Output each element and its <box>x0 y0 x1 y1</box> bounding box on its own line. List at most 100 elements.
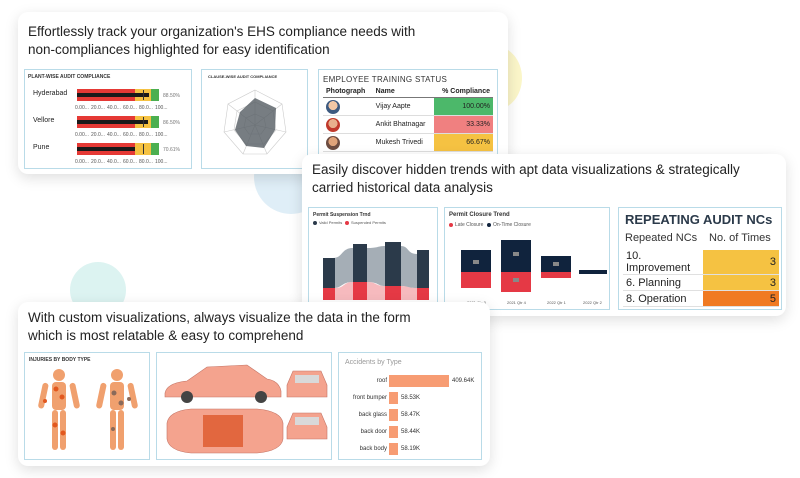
axis-tick: 100... <box>155 132 168 138</box>
avatar <box>326 135 340 150</box>
bar-label: back door <box>360 429 387 435</box>
accidents-panel: Accidents by Type roof 409.64K front bumpe… <box>338 352 482 460</box>
injuries-panel: INJURIES BY BODY TYPE <box>24 352 150 460</box>
axis-tick: 20.0... <box>91 132 105 138</box>
body-figures <box>38 369 138 450</box>
card-title-line1: Easily discover hidden trends with apt d… <box>312 162 740 177</box>
nc-value: 3 <box>703 250 779 275</box>
car-damage-panel <box>156 352 332 460</box>
legend-label: Suspended Permits <box>351 220 386 225</box>
axis-tick: 40.0... <box>107 105 121 111</box>
bar-value: 58.19K <box>401 446 421 452</box>
column-header[interactable]: Repeated NCs <box>625 232 698 244</box>
panel-title: Accidents by Type <box>345 359 402 366</box>
bar[interactable] <box>389 443 398 455</box>
legend-dot <box>345 221 349 225</box>
axis-tick: 80.0... <box>139 159 153 165</box>
column-header[interactable]: % Compliance <box>433 86 493 98</box>
column-header[interactable]: Name <box>372 86 434 98</box>
axis-tick: 60.0... <box>123 159 137 165</box>
bar[interactable] <box>389 426 398 438</box>
table-row[interactable]: 10. Improvement 3 <box>623 250 779 275</box>
axis-tick: 20.0... <box>91 105 105 111</box>
plant-pct: 70.61% <box>163 147 180 153</box>
bar[interactable] <box>389 409 398 421</box>
repeating-audit-panel: REPEATING AUDIT NCs Repeated NCs No. of … <box>618 207 782 310</box>
table-row[interactable]: Ankit Bhatnagar 33.33% <box>323 115 493 134</box>
table-row[interactable]: Mukesh Trivedi 66.67% <box>323 133 493 152</box>
axis-tick: 60.0... <box>123 105 137 111</box>
axis-tick: 100... <box>155 105 168 111</box>
nc-name: 6. Planning <box>623 274 703 291</box>
table-row[interactable]: 8. Operation 5 <box>623 290 779 307</box>
panel-title: Permit Suspension Trnd <box>313 212 371 218</box>
ribbon-chart <box>323 242 429 300</box>
nc-value: 3 <box>703 274 779 291</box>
table-row[interactable]: Vijay Aapte 100.00% <box>323 97 493 116</box>
legend-label: On-Time Closure <box>493 222 531 228</box>
nc-name: 10. Improvement <box>623 250 703 275</box>
plant-label: Vellore <box>33 117 55 124</box>
column-header[interactable]: Photograph <box>323 86 373 98</box>
compliance-card: Effortlessly track your organization's E… <box>18 12 508 174</box>
card-title-line2: which is most relatable & easy to compre… <box>28 328 304 343</box>
axis-tick: 2021 Qtr 4 <box>507 300 526 305</box>
column-header[interactable]: No. of Times <box>709 232 771 244</box>
plant-pct: 86.50% <box>163 120 180 126</box>
bar-label: back body <box>359 446 387 452</box>
avatar <box>326 99 340 114</box>
bar-label: front bumper <box>352 395 387 401</box>
plant-label: Hyderabad <box>33 90 68 97</box>
avatar <box>326 117 340 132</box>
panel-title: CLAUSE-WISE AUDIT COMPLIANCE <box>208 74 278 79</box>
trends-card: Easily discover hidden trends with apt d… <box>302 154 786 316</box>
axis-tick: 80.0... <box>139 105 153 111</box>
axis-tick: 2022 Qtr 1 <box>547 300 566 305</box>
table-row[interactable]: 6. Planning 3 <box>623 274 779 291</box>
axis-tick: 40.0... <box>107 132 121 138</box>
bar[interactable] <box>389 392 398 404</box>
card-title-line2: carried historical data analysis <box>312 180 493 195</box>
permit-suspension-panel: Permit Suspension Trnd Valid Permits Sus… <box>308 207 438 310</box>
bar-value: 58.47K <box>401 412 421 418</box>
axis-tick: 0.00... <box>75 132 89 138</box>
bar-value: 58.44K <box>401 429 421 435</box>
bar[interactable] <box>389 375 449 387</box>
bar-label: back glass <box>358 412 387 418</box>
bullet-bar-hyderabad <box>77 89 159 101</box>
panel-title: Permit Closure Trend <box>449 212 510 218</box>
bullet-bar-pune <box>77 143 159 155</box>
training-table: Photograph Name % Compliance Vijay Aapte… <box>323 86 493 152</box>
panel-title: PLANT-WISE AUDIT COMPLIANCE <box>28 74 111 80</box>
card-title-line1: With custom visualizations, always visua… <box>28 310 411 325</box>
panel-title: REPEATING AUDIT NCs <box>625 212 773 227</box>
plant-audit-panel: PLANT-WISE AUDIT COMPLIANCE Hyderabad 88… <box>24 69 192 169</box>
plant-label: Pune <box>33 144 50 151</box>
axis-tick: 2022 Qtr 2 <box>583 300 602 305</box>
employee-name: Vijay Aapte <box>372 97 434 116</box>
plant-pct: 88.50% <box>163 93 180 99</box>
car-diagram <box>164 364 328 454</box>
axis-tick: 20.0... <box>91 159 105 165</box>
legend-dot <box>313 221 317 225</box>
compliance-value: 66.67% <box>433 133 493 152</box>
axis-tick: 40.0... <box>107 159 121 165</box>
legend-label: Late Closure <box>455 222 484 228</box>
axis-tick: 60.0... <box>123 132 137 138</box>
permit-closure-panel: Permit Closure Trend Late Closure On-Tim… <box>444 207 610 310</box>
compliance-value: 33.33% <box>433 115 493 134</box>
employee-name: Mukesh Trivedi <box>372 133 434 152</box>
legend-dot <box>487 223 491 227</box>
card-title-line1: Effortlessly track your organization's E… <box>28 24 416 39</box>
bar-value: 409.64K <box>452 378 475 384</box>
bar-label: roof <box>376 378 387 384</box>
radar-chart <box>223 89 287 155</box>
bullet-bar-vellore <box>77 116 159 128</box>
panel-title: INJURIES BY BODY TYPE <box>29 357 91 363</box>
legend-dot <box>449 223 453 227</box>
axis-tick: 0.00... <box>75 105 89 111</box>
clause-radar-panel: CLAUSE-WISE AUDIT COMPLIANCE <box>201 69 308 169</box>
nc-name: 8. Operation <box>623 290 703 307</box>
waterfall-chart <box>461 240 607 292</box>
audit-nc-table: 10. Improvement 3 6. Planning 3 8. Opera… <box>623 250 779 307</box>
